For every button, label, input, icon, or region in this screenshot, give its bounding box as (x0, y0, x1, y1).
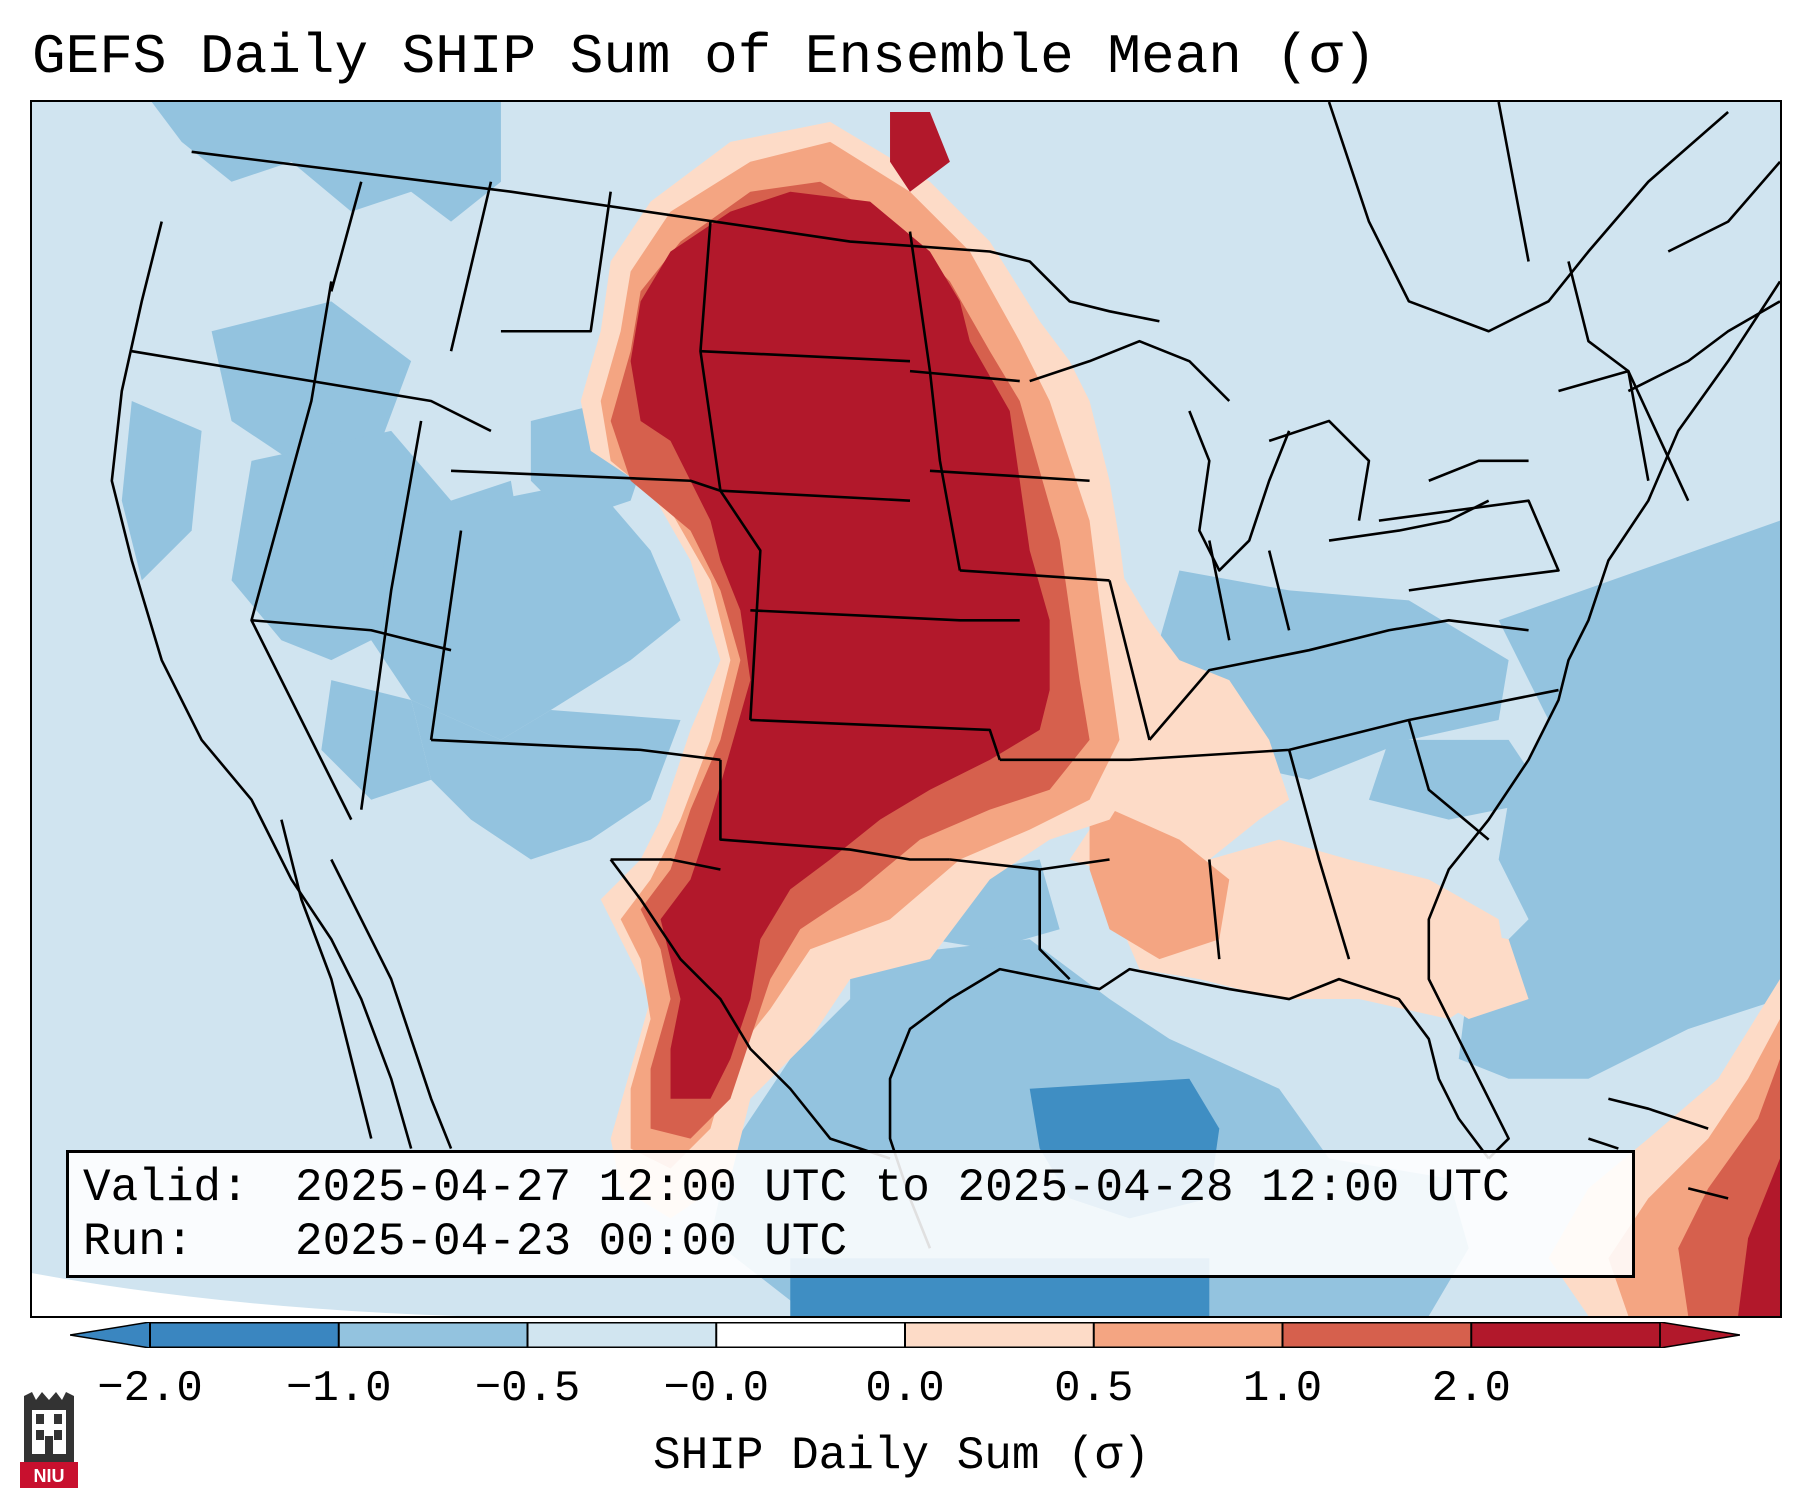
map-panel[interactable] (30, 100, 1782, 1318)
strong-positive-anomaly-caribbean (1738, 1158, 1780, 1316)
run-time-value: 2025-04-23 00:00 UTC (295, 1216, 848, 1268)
projection-edge-bottom-left (32, 1273, 731, 1316)
coastlines (280, 102, 1780, 1249)
colorbar-tick-label: −2.0 (97, 1364, 203, 1414)
colorbar-segment (527, 1322, 717, 1348)
colorbar-tick-label: −1.0 (285, 1364, 392, 1414)
colorbar-tick-label: −0.0 (663, 1364, 770, 1414)
ship-anomaly-map (32, 102, 1780, 1316)
moderate-positive-anomaly-southeast (1089, 799, 1230, 960)
colorbar-extend-min (70, 1322, 151, 1348)
positive-anomaly-southeast (1109, 799, 1529, 1019)
colorbar-tick-label: 2.0 (1431, 1364, 1511, 1414)
colorbar-label: SHIP Daily Sum (σ) (653, 1430, 1150, 1482)
colorbar-segment (1471, 1322, 1661, 1348)
colorbar-segment (1282, 1322, 1472, 1348)
colorbar-segment (338, 1322, 528, 1348)
niu-logo: NIU (20, 1392, 78, 1488)
niu-logo-text: NIU (34, 1466, 65, 1486)
colorbar (70, 1322, 1740, 1348)
valid-time-value: 2025-04-27 12:00 UTC to 2025-04-28 12:00… (295, 1162, 1510, 1214)
valid-time-line: Valid: 2025-04-27 12:00 UTC to 2025-04-28… (83, 1161, 1618, 1215)
colorbar-tick-label: 0.5 (1054, 1364, 1134, 1414)
colorbar-segment (1093, 1322, 1283, 1348)
colorbar-tick-label: −0.5 (474, 1364, 581, 1414)
negative-anomaly-patches-west (121, 102, 681, 860)
colorbar-extend-max (1659, 1322, 1740, 1348)
colorbar-segment (716, 1322, 906, 1348)
run-label: Run: (83, 1216, 194, 1268)
valid-run-info-box: Valid: 2025-04-27 12:00 UTC to 2025-04-28… (66, 1150, 1635, 1278)
strong-positive-anomaly-plains (630, 111, 1050, 1099)
map-title: GEFS Daily SHIP Sum of Ensemble Mean (σ) (32, 25, 1377, 89)
colorbar-tick-label: 1.0 (1242, 1364, 1323, 1414)
colorbar-segment (150, 1322, 340, 1348)
colorbar-segment (905, 1322, 1095, 1348)
colorbar-tick-label: 0.0 (865, 1364, 945, 1414)
run-time-line: Run: 2025-04-23 00:00 UTC (83, 1215, 1618, 1269)
valid-label: Valid: (83, 1162, 249, 1214)
colorbar-ticks: −2.0 −1.0 −0.5 −0.0 0.0 0.5 1.0 2.0 (0, 1352, 1803, 1414)
state-boundaries (110, 102, 1690, 1149)
